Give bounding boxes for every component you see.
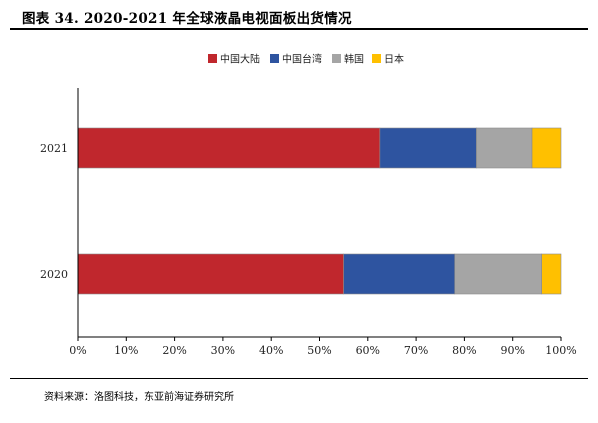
x-tick-label: 50%: [307, 344, 331, 357]
x-tick-label: 100%: [545, 344, 576, 357]
source-note: 资料来源：洛图科技，东亚前海证券研究所: [44, 392, 234, 403]
title-bar: 图表 34. 2020-2021 年全球液晶电视面板出货情况: [10, 2, 588, 30]
x-tick-label: 20%: [162, 344, 186, 357]
x-tick-label: 90%: [500, 344, 524, 357]
legend-swatch: [372, 54, 381, 63]
bar-segment: [77, 127, 381, 169]
legend-label: 韩国: [344, 53, 364, 66]
bar-segment: [531, 127, 562, 169]
x-tick-label: 0%: [69, 344, 86, 357]
legend-swatch: [208, 54, 217, 63]
category-label: 2020: [40, 268, 68, 281]
legend-swatch: [270, 54, 279, 63]
x-tick-label: 80%: [452, 344, 476, 357]
x-tick-label: 40%: [259, 344, 283, 357]
chart-title: 图表 34. 2020-2021 年全球液晶电视面板出货情况: [22, 11, 352, 27]
x-tick-label: 10%: [114, 344, 138, 357]
legend-label: 中国大陆: [220, 53, 260, 66]
x-tick-label: 60%: [356, 344, 380, 357]
bar-segment: [541, 253, 562, 295]
bar-segment: [476, 127, 533, 169]
legend-label: 中国台湾: [282, 53, 322, 66]
bar-segment: [343, 253, 456, 295]
bar-segment: [77, 253, 344, 295]
source-divider: [10, 378, 588, 379]
legend-label: 日本: [384, 53, 404, 66]
bar-segment: [379, 127, 477, 169]
x-tick-label: 30%: [211, 344, 235, 357]
legend-swatch: [332, 54, 341, 63]
bar-segment: [454, 253, 542, 295]
x-tick-label: 70%: [404, 344, 428, 357]
category-label: 2021: [40, 142, 68, 155]
